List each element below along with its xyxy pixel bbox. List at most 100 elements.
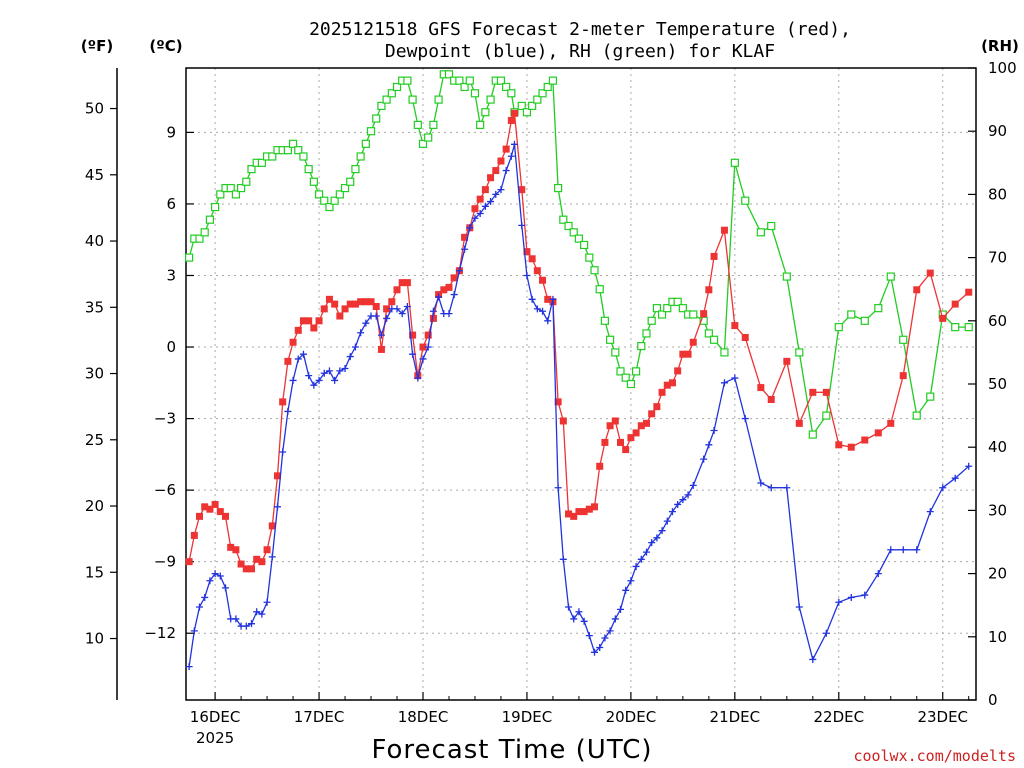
2-meter-dewpoint-point — [554, 484, 562, 492]
relative-humidity-point — [211, 202, 220, 212]
2-meter-temperature-point — [757, 384, 765, 392]
relative-humidity-point — [689, 310, 698, 319]
2-meter-temperature-point — [668, 379, 676, 387]
relative-humidity-point — [205, 215, 215, 224]
relative-humidity-point — [647, 316, 656, 325]
2-meter-temperature-point — [393, 286, 401, 294]
2-meter-temperature-point — [211, 500, 219, 508]
relative-humidity-point — [847, 310, 856, 319]
relative-humidity-point — [663, 304, 672, 313]
2-meter-temperature-point — [653, 403, 661, 411]
2-meter-temperature-point — [642, 419, 650, 427]
relative-humidity-point — [236, 183, 246, 193]
2-meter-dewpoint-point — [710, 427, 718, 435]
2-meter-dewpoint-point — [289, 376, 297, 384]
relative-humidity-point — [637, 341, 646, 351]
2-meter-dewpoint-point — [874, 570, 882, 578]
2-meter-dewpoint-point — [767, 484, 775, 492]
2-meter-dewpoint-point — [419, 355, 427, 363]
relative-humidity-point — [481, 108, 490, 117]
2-meter-temperature-point — [926, 269, 934, 277]
celsius-tick-label: 0 — [166, 338, 176, 356]
2-meter-dewpoint-point — [689, 481, 697, 489]
rh-tick-label: 40 — [988, 438, 1007, 456]
2-meter-dewpoint-point — [190, 627, 198, 635]
2-meter-temperature-point — [648, 410, 656, 418]
2-meter-dewpoint-point — [622, 586, 630, 594]
relative-humidity-point — [294, 146, 303, 155]
2-meter-dewpoint-point — [377, 331, 385, 339]
fahrenheit-tick-label: 25 — [85, 431, 104, 449]
relative-humidity-point — [600, 316, 610, 325]
2-meter-dewpoint-point — [247, 620, 255, 628]
2-meter-dewpoint-point — [559, 555, 567, 563]
x-tick-label: 20DEC — [606, 708, 657, 726]
2-meter-temperature-point — [388, 298, 396, 306]
2-meter-dewpoint-point — [926, 508, 934, 516]
relative-humidity-point — [429, 120, 438, 129]
credit-link[interactable]: coolwx.com/modelts — [853, 747, 1016, 765]
x-tick-label: 17DEC — [294, 708, 345, 726]
2-meter-dewpoint-point — [575, 608, 583, 616]
2-meter-dewpoint-point — [497, 186, 505, 194]
2-meter-dewpoint-point — [507, 152, 515, 160]
celsius-tick-label: −6 — [154, 481, 176, 499]
relative-humidity-point — [860, 316, 869, 325]
2-meter-dewpoint-point — [336, 367, 344, 375]
2-meter-temperature-point — [679, 350, 687, 358]
2-meter-dewpoint-point — [731, 374, 739, 382]
relative-humidity-point — [642, 329, 651, 338]
2-meter-dewpoint-point — [913, 546, 921, 554]
fahrenheit-tick-label: 45 — [85, 166, 104, 184]
2-meter-temperature-point — [429, 314, 437, 322]
2-meter-temperature-point — [502, 145, 510, 153]
2-meter-temperature-point — [222, 512, 229, 520]
2-meter-dewpoint-point — [196, 603, 204, 611]
2-meter-dewpoint-point — [679, 496, 687, 504]
2-meter-dewpoint-point — [211, 570, 219, 578]
relative-humidity-point — [522, 108, 532, 117]
relative-humidity-point — [486, 95, 495, 104]
celsius-tick-label: −3 — [154, 410, 176, 428]
2-meter-dewpoint-point — [585, 632, 593, 640]
2-meter-dewpoint-point — [523, 271, 531, 279]
2-meter-temperature-point — [258, 558, 266, 566]
2-meter-temperature-point — [601, 438, 609, 446]
2-meter-temperature-point — [315, 317, 323, 325]
relative-humidity-point — [283, 146, 292, 155]
relative-humidity-point — [834, 323, 843, 332]
rh-tick-label: 100 — [988, 59, 1017, 77]
relative-humidity-point — [299, 152, 308, 161]
2-meter-temperature-point — [720, 226, 728, 234]
rh-tick-label: 90 — [988, 122, 1007, 140]
relative-humidity-point — [678, 304, 687, 313]
2-meter-temperature-point — [847, 443, 855, 451]
2-meter-temperature-point — [232, 546, 240, 554]
relative-humidity-point — [465, 76, 474, 85]
2-meter-dewpoint-point — [461, 245, 469, 253]
rh-tick-label: 10 — [988, 628, 1007, 646]
2-meter-dewpoint-point — [596, 644, 604, 652]
2-meter-dewpoint-point — [487, 198, 495, 206]
relative-humidity-point — [590, 266, 599, 275]
2-meter-dewpoint-point — [222, 584, 229, 592]
relative-humidity-point — [574, 234, 584, 243]
2-meter-temperature-point — [559, 417, 567, 425]
2-meter-dewpoint-point — [847, 593, 855, 601]
relative-humidity-point — [325, 202, 334, 212]
2-meter-temperature-point — [196, 512, 204, 520]
2-meter-temperature-point — [247, 565, 255, 573]
relative-humidity-point — [657, 310, 667, 319]
relative-humidity-point — [559, 215, 568, 224]
2-meter-temperature-point — [445, 283, 453, 291]
fahrenheit-tick-label: 30 — [85, 365, 104, 383]
2-meter-temperature-point — [795, 419, 803, 427]
chart-title-line-2: Dewpoint (blue), RH (green) for KLAF — [385, 41, 775, 62]
relative-humidity-point — [595, 285, 604, 294]
2-meter-dewpoint-point — [648, 539, 656, 547]
2-meter-dewpoint-point — [965, 462, 973, 470]
relative-humidity-point — [874, 304, 883, 313]
2-meter-temperature-point — [632, 429, 640, 437]
2-meter-dewpoint-point — [705, 441, 713, 449]
2-meter-temperature-point — [700, 310, 708, 318]
